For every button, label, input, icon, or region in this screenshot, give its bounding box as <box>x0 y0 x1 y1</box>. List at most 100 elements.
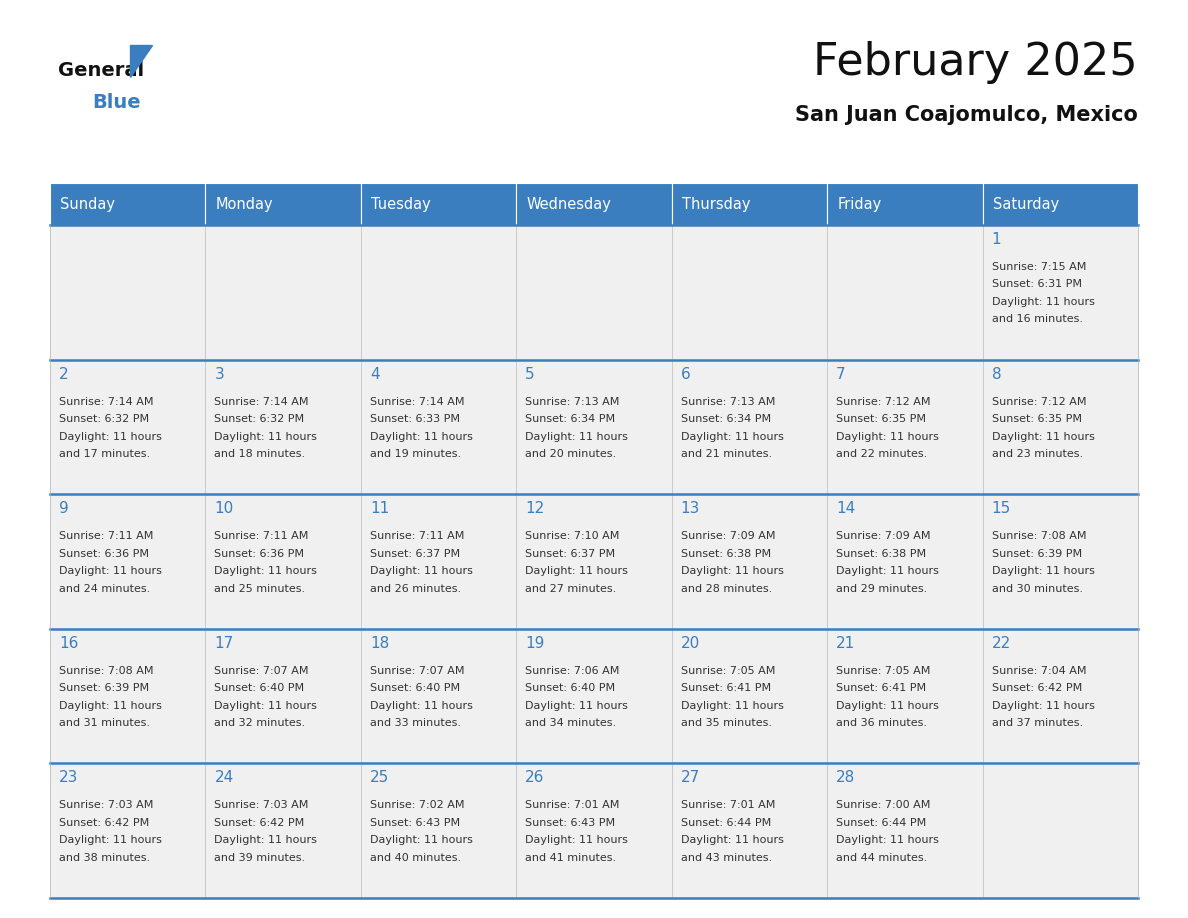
Text: Sunset: 6:38 PM: Sunset: 6:38 PM <box>836 549 927 559</box>
Bar <box>517 494 671 629</box>
Bar <box>827 360 982 494</box>
Bar <box>361 225 517 360</box>
Text: Sunset: 6:34 PM: Sunset: 6:34 PM <box>681 414 771 424</box>
Text: 25: 25 <box>369 770 390 786</box>
Text: 20: 20 <box>681 636 700 651</box>
Text: Daylight: 11 hours: Daylight: 11 hours <box>681 566 784 577</box>
Text: 4: 4 <box>369 366 379 382</box>
Text: and 39 minutes.: and 39 minutes. <box>214 853 305 863</box>
Text: Sunrise: 7:08 AM: Sunrise: 7:08 AM <box>59 666 153 676</box>
Text: and 20 minutes.: and 20 minutes. <box>525 449 617 459</box>
Text: 22: 22 <box>992 636 1011 651</box>
Text: Daylight: 11 hours: Daylight: 11 hours <box>836 700 939 711</box>
Text: and 23 minutes.: and 23 minutes. <box>992 449 1082 459</box>
Text: Daylight: 11 hours: Daylight: 11 hours <box>59 431 162 442</box>
Bar <box>827 183 982 225</box>
Text: Sunset: 6:39 PM: Sunset: 6:39 PM <box>992 549 1082 559</box>
Bar <box>206 360 361 494</box>
Text: 17: 17 <box>214 636 234 651</box>
Text: 28: 28 <box>836 770 855 786</box>
Text: and 25 minutes.: and 25 minutes. <box>214 584 305 594</box>
Text: Daylight: 11 hours: Daylight: 11 hours <box>369 835 473 845</box>
Bar <box>50 629 206 764</box>
Text: General: General <box>58 61 144 80</box>
Text: Daylight: 11 hours: Daylight: 11 hours <box>681 431 784 442</box>
Text: 14: 14 <box>836 501 855 516</box>
Text: February 2025: February 2025 <box>814 41 1138 84</box>
Text: 2: 2 <box>59 366 69 382</box>
Text: and 36 minutes.: and 36 minutes. <box>836 718 927 728</box>
Text: Sunset: 6:36 PM: Sunset: 6:36 PM <box>59 549 148 559</box>
Text: Thursday: Thursday <box>682 196 750 211</box>
Text: Sunset: 6:40 PM: Sunset: 6:40 PM <box>214 683 304 693</box>
Text: Sunrise: 7:11 AM: Sunrise: 7:11 AM <box>369 532 465 542</box>
Bar <box>206 225 361 360</box>
Text: Daylight: 11 hours: Daylight: 11 hours <box>214 566 317 577</box>
Text: Sunrise: 7:09 AM: Sunrise: 7:09 AM <box>836 532 930 542</box>
Text: Sunrise: 7:06 AM: Sunrise: 7:06 AM <box>525 666 620 676</box>
Text: Sunset: 6:34 PM: Sunset: 6:34 PM <box>525 414 615 424</box>
Bar <box>827 225 982 360</box>
Text: Daylight: 11 hours: Daylight: 11 hours <box>992 566 1094 577</box>
Text: Sunrise: 7:04 AM: Sunrise: 7:04 AM <box>992 666 1086 676</box>
Text: 13: 13 <box>681 501 700 516</box>
Text: Friday: Friday <box>838 196 881 211</box>
Text: Sunrise: 7:11 AM: Sunrise: 7:11 AM <box>214 532 309 542</box>
Text: and 38 minutes.: and 38 minutes. <box>59 853 150 863</box>
Bar <box>982 225 1138 360</box>
Text: Daylight: 11 hours: Daylight: 11 hours <box>992 297 1094 307</box>
Text: Daylight: 11 hours: Daylight: 11 hours <box>681 835 784 845</box>
Bar <box>671 360 827 494</box>
Bar <box>982 764 1138 898</box>
Text: Sunrise: 7:13 AM: Sunrise: 7:13 AM <box>525 397 620 407</box>
Bar <box>50 225 206 360</box>
Text: Sunset: 6:33 PM: Sunset: 6:33 PM <box>369 414 460 424</box>
Text: 24: 24 <box>214 770 234 786</box>
Text: Sunrise: 7:09 AM: Sunrise: 7:09 AM <box>681 532 776 542</box>
Text: and 32 minutes.: and 32 minutes. <box>214 718 305 728</box>
Text: 11: 11 <box>369 501 390 516</box>
Text: Daylight: 11 hours: Daylight: 11 hours <box>214 431 317 442</box>
Text: Sunrise: 7:08 AM: Sunrise: 7:08 AM <box>992 532 1086 542</box>
Text: and 33 minutes.: and 33 minutes. <box>369 718 461 728</box>
Bar <box>206 494 361 629</box>
Text: and 31 minutes.: and 31 minutes. <box>59 718 150 728</box>
Bar <box>206 629 361 764</box>
Bar <box>50 764 206 898</box>
Text: Daylight: 11 hours: Daylight: 11 hours <box>836 835 939 845</box>
Text: Sunset: 6:44 PM: Sunset: 6:44 PM <box>836 818 927 828</box>
Text: and 17 minutes.: and 17 minutes. <box>59 449 150 459</box>
Text: 27: 27 <box>681 770 700 786</box>
Text: Sunset: 6:44 PM: Sunset: 6:44 PM <box>681 818 771 828</box>
Text: and 19 minutes.: and 19 minutes. <box>369 449 461 459</box>
Bar <box>982 629 1138 764</box>
Text: San Juan Coajomulco, Mexico: San Juan Coajomulco, Mexico <box>795 105 1138 125</box>
Bar <box>827 629 982 764</box>
Text: Daylight: 11 hours: Daylight: 11 hours <box>525 700 628 711</box>
Text: and 44 minutes.: and 44 minutes. <box>836 853 928 863</box>
Bar <box>517 225 671 360</box>
Bar <box>50 494 206 629</box>
Text: and 41 minutes.: and 41 minutes. <box>525 853 617 863</box>
Text: Sunset: 6:42 PM: Sunset: 6:42 PM <box>992 683 1082 693</box>
Text: Sunset: 6:40 PM: Sunset: 6:40 PM <box>369 683 460 693</box>
Bar <box>517 629 671 764</box>
Text: Sunset: 6:42 PM: Sunset: 6:42 PM <box>59 818 150 828</box>
Text: and 35 minutes.: and 35 minutes. <box>681 718 772 728</box>
Text: 3: 3 <box>214 366 225 382</box>
Bar <box>50 360 206 494</box>
Text: and 21 minutes.: and 21 minutes. <box>681 449 772 459</box>
Bar <box>982 360 1138 494</box>
Bar <box>361 360 517 494</box>
Text: Sunrise: 7:05 AM: Sunrise: 7:05 AM <box>836 666 930 676</box>
Text: Sunrise: 7:01 AM: Sunrise: 7:01 AM <box>681 800 775 811</box>
Text: Sunset: 6:35 PM: Sunset: 6:35 PM <box>992 414 1081 424</box>
Text: and 34 minutes.: and 34 minutes. <box>525 718 617 728</box>
Text: Sunrise: 7:03 AM: Sunrise: 7:03 AM <box>59 800 153 811</box>
Bar <box>361 494 517 629</box>
Text: Sunset: 6:41 PM: Sunset: 6:41 PM <box>836 683 927 693</box>
Text: Daylight: 11 hours: Daylight: 11 hours <box>525 431 628 442</box>
Text: and 24 minutes.: and 24 minutes. <box>59 584 150 594</box>
Bar <box>671 183 827 225</box>
Text: 18: 18 <box>369 636 390 651</box>
